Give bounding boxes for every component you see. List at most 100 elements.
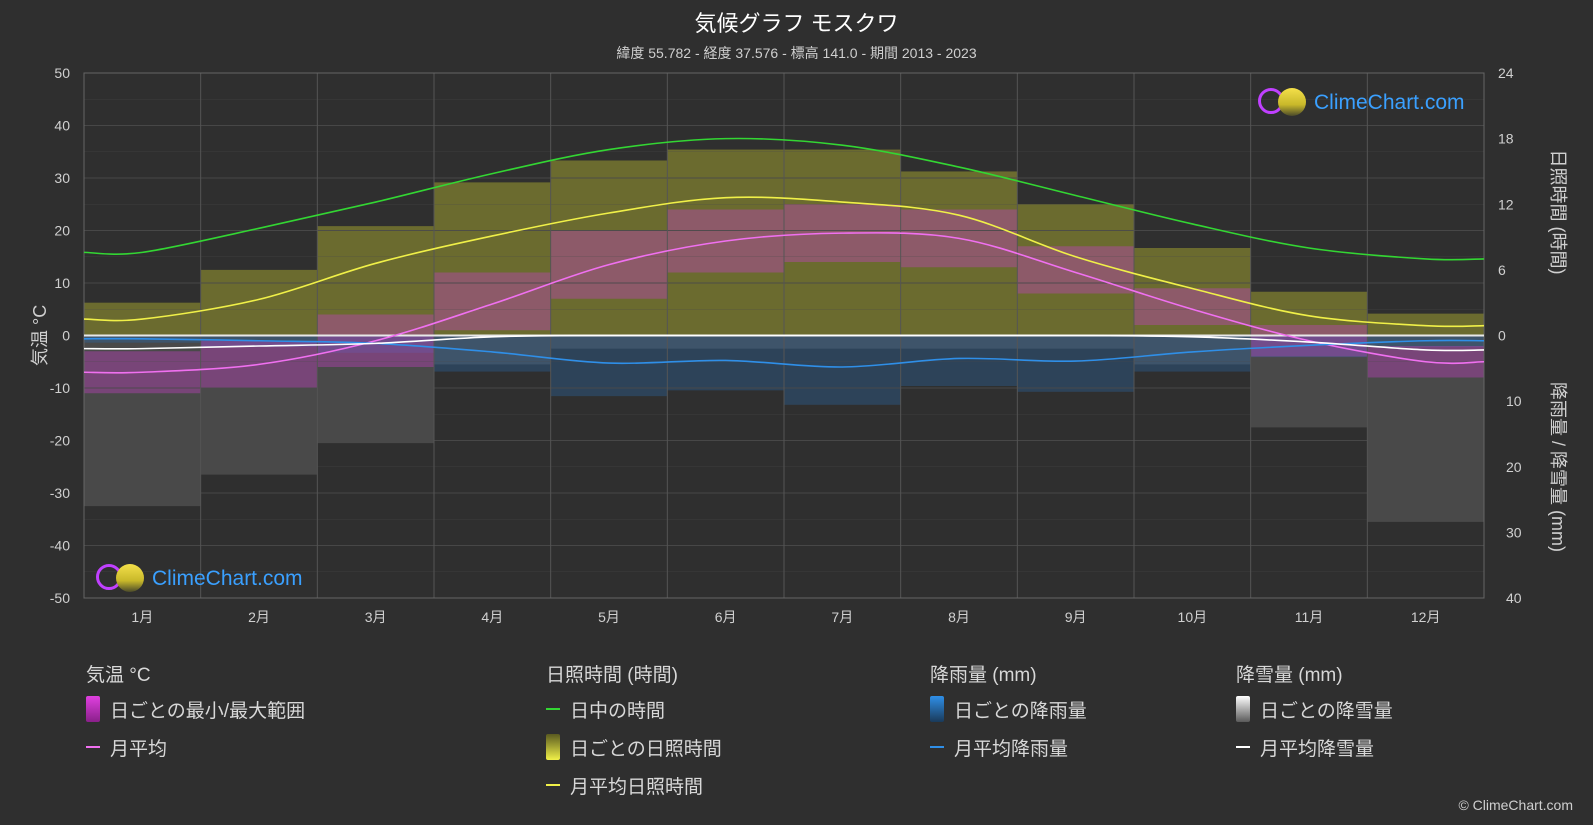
chart-ticks: 50 40 30 20 10 0 -10 -20 -30 -40 -50 24 18 12 6 0 10 20 30… bbox=[50, 65, 1522, 625]
legend-temp-avg-label: 月平均 bbox=[110, 738, 168, 760]
month-label: 1月 bbox=[131, 609, 153, 625]
left-tick-label: -10 bbox=[50, 380, 70, 396]
legend-rain-head: 降雨量 (mm) bbox=[930, 665, 1037, 686]
sunshine-band bbox=[1367, 313, 1484, 336]
month-label: 5月 bbox=[598, 609, 620, 625]
rain-avg-line bbox=[83, 337, 1485, 368]
legend-temp-avg: 月平均 bbox=[86, 728, 305, 766]
temp-avg-swatch bbox=[86, 746, 100, 748]
sun-daily-swatch bbox=[546, 734, 560, 760]
snow-daily-swatch bbox=[1236, 696, 1250, 722]
snow-band bbox=[667, 335, 784, 349]
legend: 気温 °C 日ごとの最小/最大範囲 月平均 日照時間 (時間) 日中の時間 日ご… bbox=[0, 660, 1593, 800]
right-precip-tick-label: 10 bbox=[1506, 393, 1522, 409]
snow-band bbox=[900, 335, 1018, 349]
sunshine-band bbox=[434, 182, 551, 336]
legend-snow-head: 降雪量 (mm) bbox=[1236, 665, 1343, 686]
rain-daily-swatch bbox=[930, 696, 944, 722]
temp-range-swatch bbox=[86, 696, 100, 722]
legend-sun-avg: 月平均日照時間 bbox=[546, 766, 722, 804]
legend-snow-avg-label: 月平均降雪量 bbox=[1260, 738, 1375, 760]
temp-range-band bbox=[1134, 288, 1251, 325]
snow-band bbox=[1367, 335, 1484, 522]
left-tick-label: -30 bbox=[50, 485, 70, 501]
legend-sun: 日照時間 (時間) 日中の時間 日ごとの日照時間 月平均日照時間 bbox=[546, 660, 722, 804]
logo-icon bbox=[96, 564, 148, 594]
snow-band bbox=[317, 335, 434, 444]
sunshine-band bbox=[200, 269, 318, 336]
left-tick-label: 30 bbox=[54, 170, 70, 186]
legend-rain-avg: 月平均降雨量 bbox=[930, 728, 1087, 766]
legend-snow-daily-label: 日ごとの降雪量 bbox=[1260, 700, 1393, 722]
left-tick-label: -50 bbox=[50, 590, 70, 606]
snow-band bbox=[1017, 335, 1134, 349]
right-sun-tick-label: 24 bbox=[1498, 65, 1514, 81]
right-sun-tick-label: 18 bbox=[1498, 131, 1514, 147]
left-tick-label: -40 bbox=[50, 538, 70, 554]
month-label: 9月 bbox=[1065, 609, 1087, 625]
month-label: 4月 bbox=[481, 609, 503, 625]
page-title: 気候グラフ モスクワ bbox=[694, 11, 899, 36]
rain-avg-swatch bbox=[930, 746, 944, 748]
right-sun-tick-label: 6 bbox=[1498, 262, 1506, 278]
legend-daylight-label: 日中の時間 bbox=[570, 700, 666, 722]
temp-avg-line bbox=[83, 232, 1485, 374]
snow-avg-line bbox=[83, 334, 1485, 352]
left-tick-label: 10 bbox=[54, 275, 70, 291]
left-tick-label: 40 bbox=[54, 118, 70, 134]
legend-sun-daily: 日ごとの日照時間 bbox=[546, 728, 722, 766]
rain-band bbox=[784, 335, 901, 405]
snow-band bbox=[84, 335, 201, 507]
sunshine-band bbox=[1017, 204, 1134, 336]
sunshine-band bbox=[317, 226, 434, 336]
snow-band bbox=[434, 335, 551, 365]
month-label: 7月 bbox=[831, 609, 853, 625]
month-label: 10月 bbox=[1178, 609, 1208, 625]
sunshine-band bbox=[900, 171, 1018, 336]
sunshine-avg-line bbox=[83, 196, 1485, 328]
right-sun-tick-label: 0 bbox=[1498, 328, 1506, 344]
month-label: 3月 bbox=[365, 609, 387, 625]
logo-text: ClimeChart.com bbox=[1314, 91, 1465, 114]
logo-top[interactable]: ClimeChart.com bbox=[1258, 88, 1465, 118]
legend-snow-daily: 日ごとの降雪量 bbox=[1236, 690, 1393, 728]
copyright: © ClimeChart.com bbox=[1458, 797, 1573, 813]
legend-daylight: 日中の時間 bbox=[546, 690, 722, 728]
month-label: 11月 bbox=[1295, 609, 1324, 625]
legend-temp-head: 気温 °C bbox=[86, 665, 151, 686]
rain-band bbox=[1017, 335, 1134, 392]
logo-text: ClimeChart.com bbox=[152, 567, 303, 590]
sunshine-band bbox=[667, 149, 784, 336]
right-sun-tick-label: 12 bbox=[1498, 196, 1514, 212]
sunshine-band bbox=[784, 149, 901, 336]
sunshine-band bbox=[550, 160, 668, 336]
legend-temp-range: 日ごとの最小/最大範囲 bbox=[86, 690, 305, 728]
right-precip-tick-label: 30 bbox=[1506, 524, 1522, 540]
daylight-line bbox=[83, 137, 1485, 261]
left-tick-label: 20 bbox=[54, 223, 70, 239]
right-axis-title-sunshine: 日照時間 (時間) bbox=[1548, 149, 1568, 275]
legend-rain-daily-label: 日ごとの降雨量 bbox=[954, 700, 1087, 722]
legend-sun-head: 日照時間 (時間) bbox=[546, 665, 678, 686]
legend-sun-daily-label: 日ごとの日照時間 bbox=[570, 738, 722, 760]
rain-band bbox=[434, 335, 551, 372]
right-precip-tick-label: 20 bbox=[1506, 459, 1522, 475]
rain-band bbox=[550, 335, 668, 397]
temp-range-band bbox=[434, 272, 551, 331]
logo-bottom[interactable]: ClimeChart.com bbox=[96, 564, 303, 594]
left-tick-label: 50 bbox=[54, 65, 70, 81]
legend-rain-avg-label: 月平均降雨量 bbox=[954, 738, 1069, 760]
left-axis-title: 気温 °C bbox=[30, 304, 50, 366]
sun-avg-swatch bbox=[546, 784, 560, 786]
temp-range-band bbox=[1017, 246, 1134, 294]
month-label: 8月 bbox=[948, 609, 970, 625]
legend-temp: 気温 °C 日ごとの最小/最大範囲 月平均 bbox=[86, 660, 305, 766]
month-label: 2月 bbox=[248, 609, 270, 625]
left-tick-label: 0 bbox=[62, 328, 70, 344]
right-axis-title-precip: 降雨量 / 降雪量 (mm) bbox=[1548, 382, 1568, 552]
right-precip-tick-label: 40 bbox=[1506, 590, 1522, 606]
legend-snow: 降雪量 (mm) 日ごとの降雪量 月平均降雪量 bbox=[1236, 660, 1393, 766]
legend-rain-daily: 日ごとの降雨量 bbox=[930, 690, 1087, 728]
page-subtitle: 緯度 55.782 - 経度 37.576 - 標高 141.0 - 期間 20… bbox=[616, 45, 977, 61]
legend-temp-range-label: 日ごとの最小/最大範囲 bbox=[110, 700, 306, 722]
